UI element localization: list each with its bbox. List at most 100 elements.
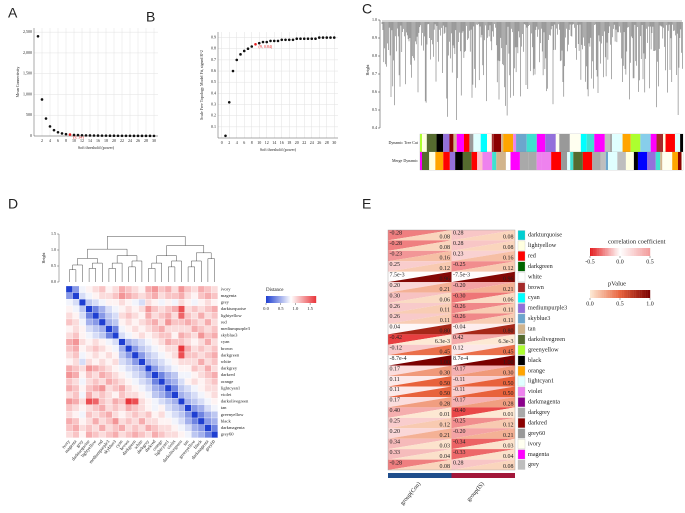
colorbar-step bbox=[278, 296, 280, 303]
colorbar-step bbox=[282, 296, 284, 303]
module-color bbox=[541, 152, 552, 170]
heatmap-cell bbox=[112, 365, 119, 372]
colorbar-step bbox=[610, 290, 612, 298]
colorbar-step bbox=[621, 248, 623, 256]
data-point bbox=[76, 133, 80, 137]
pvalue-cell bbox=[388, 271, 452, 283]
y-tick-label: 0 bbox=[30, 133, 32, 138]
row-label: violet bbox=[528, 388, 542, 395]
pvalue-cell bbox=[388, 376, 452, 387]
colorbar-step bbox=[620, 290, 622, 298]
module-color bbox=[665, 134, 675, 152]
module-swatch bbox=[517, 418, 526, 428]
heatmap-cell bbox=[158, 424, 166, 432]
data-point bbox=[325, 36, 329, 39]
heatmap-cell bbox=[79, 312, 86, 320]
data-point bbox=[144, 134, 148, 138]
heatmap-cell bbox=[72, 378, 80, 386]
heatmap-cell bbox=[197, 411, 205, 419]
pvalue-label: 0.06 bbox=[503, 297, 514, 303]
heatmap-cell bbox=[85, 378, 93, 386]
data-point bbox=[36, 35, 40, 38]
module-color bbox=[503, 134, 514, 152]
heatmap-cell bbox=[184, 411, 192, 419]
heatmap-cell bbox=[171, 371, 179, 379]
heatmap-cell bbox=[98, 325, 106, 333]
data-point bbox=[310, 37, 314, 40]
x-tick-label: 10 bbox=[72, 138, 76, 143]
heatmap-cell bbox=[65, 431, 73, 438]
heatmap-cell bbox=[79, 371, 86, 379]
heatmap-cell bbox=[65, 351, 73, 359]
colorbar-step bbox=[617, 248, 619, 256]
heatmap-cell bbox=[105, 424, 113, 432]
heatmap-cell bbox=[92, 365, 100, 372]
heatmap-cell bbox=[85, 431, 93, 438]
heatmap-cell bbox=[184, 285, 192, 293]
heatmap-cell bbox=[131, 351, 139, 359]
heatmap-cell bbox=[191, 351, 199, 359]
heatmap-cell bbox=[72, 417, 80, 425]
colorbar-step bbox=[610, 248, 612, 256]
heatmap-cell bbox=[79, 411, 86, 419]
heatmap-cell bbox=[92, 305, 100, 313]
pvalue-label: 0.45 bbox=[503, 349, 514, 355]
heatmap-cell bbox=[178, 285, 185, 293]
matrix-frame bbox=[387, 229, 516, 471]
module-color bbox=[567, 152, 571, 170]
colorbar-step bbox=[296, 296, 298, 303]
colorbar-step bbox=[602, 290, 604, 298]
colorbar-step bbox=[612, 248, 615, 256]
pvalue-label: 0.03 bbox=[440, 443, 451, 449]
module-color bbox=[501, 134, 504, 152]
heatmap-cell bbox=[204, 358, 212, 366]
heatmap-cell bbox=[112, 378, 119, 386]
heatmap-cell bbox=[112, 345, 119, 353]
heatmap-cell bbox=[197, 417, 205, 425]
colorbar-step bbox=[314, 296, 316, 303]
heatmap-cell bbox=[184, 424, 192, 432]
heatmap-cell bbox=[197, 431, 205, 438]
correlation-cell bbox=[451, 438, 515, 450]
module-color bbox=[622, 134, 631, 152]
heatmap-cell bbox=[164, 325, 172, 333]
heatmap-cell bbox=[85, 332, 93, 339]
heatmap-cell bbox=[125, 345, 133, 353]
heatmap-cell bbox=[138, 325, 146, 333]
heatmap-cell bbox=[171, 417, 179, 425]
correlation-cell bbox=[388, 303, 452, 314]
module-color bbox=[545, 134, 556, 152]
heatmap-cell bbox=[197, 305, 205, 313]
y-tick-label: 0.8 bbox=[211, 46, 216, 51]
module-swatch bbox=[517, 240, 526, 251]
heatmap-cell bbox=[138, 351, 146, 359]
correlation-label: 8.7e-4 bbox=[453, 356, 468, 362]
y-tick-label: 0.9 bbox=[211, 35, 216, 40]
colorbar-step bbox=[301, 296, 303, 303]
colorbar-step bbox=[611, 248, 613, 256]
module-color bbox=[656, 134, 664, 152]
heatmap-cell bbox=[151, 384, 159, 392]
panel-label: E bbox=[362, 196, 371, 212]
heatmap-cell bbox=[98, 351, 106, 359]
colorbar-step bbox=[632, 290, 634, 298]
x-tick-label: 14 bbox=[88, 138, 92, 143]
module-color bbox=[586, 134, 595, 152]
correlation-cell bbox=[451, 449, 515, 460]
pvalue-cell bbox=[388, 282, 452, 293]
heatmap-cell bbox=[204, 404, 212, 412]
correlation-cell bbox=[388, 459, 452, 470]
legend-tick-label: 0.0 bbox=[616, 259, 624, 265]
colorbar-step bbox=[311, 296, 313, 303]
heatmap-cell bbox=[145, 312, 152, 320]
heatmap-cell bbox=[138, 404, 146, 412]
heatmap-cell bbox=[72, 285, 80, 293]
heatmap-cell bbox=[211, 384, 218, 392]
heatmap-cell bbox=[164, 285, 172, 293]
correlation-label: 0.23 bbox=[453, 252, 464, 258]
heatmap-cell bbox=[112, 384, 119, 392]
heatmap-cell bbox=[131, 384, 139, 392]
heatmap-cell bbox=[178, 371, 185, 379]
heatmap-cell bbox=[191, 285, 199, 293]
colorbar-step bbox=[288, 296, 290, 303]
